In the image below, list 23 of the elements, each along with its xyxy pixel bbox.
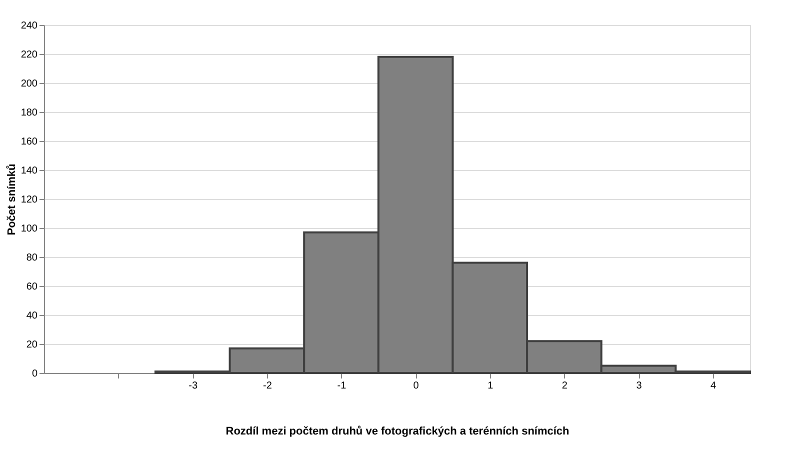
y-tick-label: 0	[32, 368, 38, 380]
x-tick-label: 2	[562, 380, 568, 392]
y-tick-label: 20	[26, 340, 38, 350]
x-tick-label: 4	[710, 380, 717, 392]
y-tick-label: 120	[20, 194, 38, 206]
x-tick-label: -1	[337, 380, 347, 392]
y-tick-label: 220	[20, 50, 38, 60]
x-axis-title: Rozdíl mezi počtem druhů ve fotografických a terénních snímcích	[226, 426, 570, 438]
y-tick-label: 100	[20, 224, 38, 234]
y-tick-label: 80	[26, 252, 38, 264]
y-tick-label: 140	[20, 166, 38, 176]
y-tick-label: 60	[26, 282, 38, 292]
y-tick-label: 40	[26, 310, 38, 322]
y-tick-label: 180	[20, 108, 38, 118]
y-tick-label: 200	[20, 78, 38, 90]
y-tick-label: 240	[20, 20, 38, 32]
y-axis-title: Počet snímků	[6, 164, 18, 236]
x-tick-label: -3	[188, 380, 198, 392]
x-tick-label: -2	[262, 380, 272, 392]
x-tick-label: 3	[636, 380, 642, 392]
y-tick-label: 160	[20, 136, 38, 148]
x-tick-label: 1	[488, 380, 494, 392]
x-tick-label: 0	[413, 380, 420, 392]
